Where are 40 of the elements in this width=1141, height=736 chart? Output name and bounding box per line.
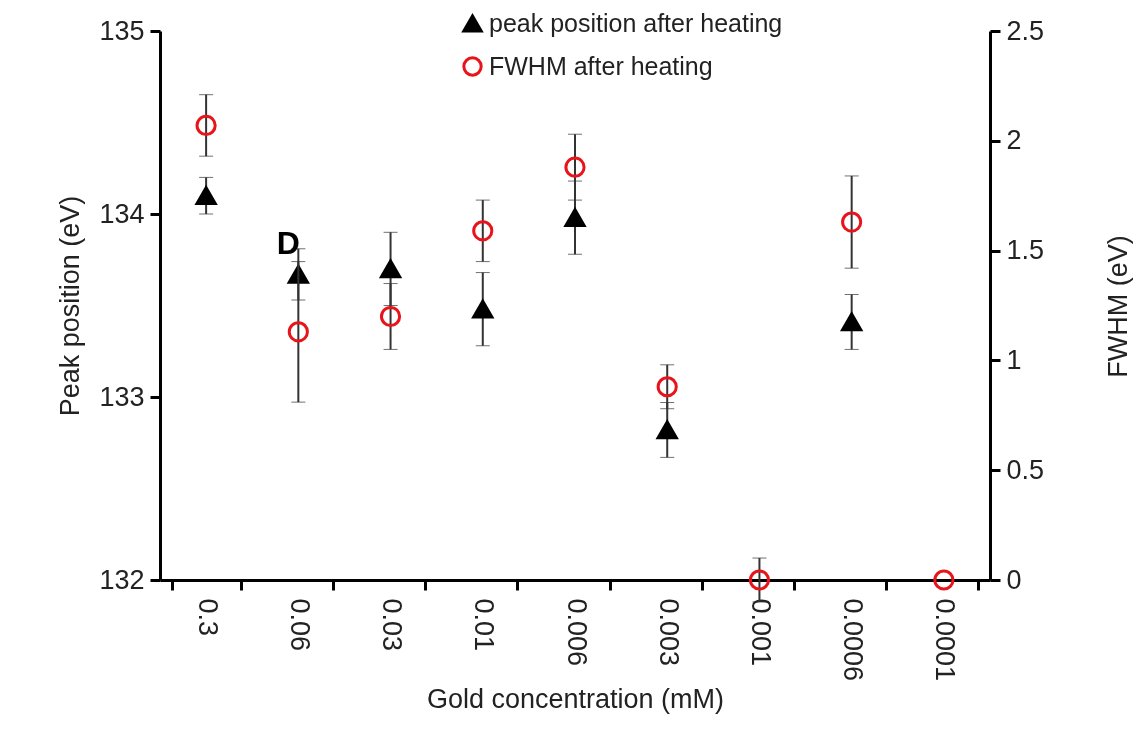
y-tick-label: 132 (99, 564, 145, 595)
point (287, 321, 309, 343)
point (379, 305, 402, 328)
point (748, 569, 771, 591)
x-tick-label: 0.006 (561, 598, 592, 667)
point (564, 208, 586, 228)
x-axis-title: Gold concentration (mM) (426, 684, 725, 715)
y2-tick-label: 2 (1006, 125, 1022, 156)
point (933, 569, 955, 591)
x-tick-label: 0.3 (192, 598, 223, 637)
legend-label: FWHM after heating (489, 51, 713, 80)
point (656, 376, 678, 398)
x-tick-label: 0.06 (284, 598, 315, 652)
point (195, 186, 217, 206)
point (841, 211, 863, 233)
x-tick-label: 0.0006 (838, 598, 869, 682)
x-tick-label: 0.003 (653, 598, 684, 667)
y2-tick-label: 1.5 (1006, 235, 1045, 266)
y2-tick-label: 2.5 (1006, 15, 1045, 46)
point (472, 220, 494, 242)
legend-label: peak position after heating (489, 8, 783, 37)
y-axis-title: Peak position (eV) (55, 195, 86, 417)
point (195, 114, 217, 136)
y-tick-label: 135 (99, 15, 145, 46)
y2-tick-label: 1 (1006, 344, 1022, 375)
x-tick-label: 0.03 (377, 598, 408, 652)
point (564, 156, 586, 178)
point (656, 420, 678, 440)
x-tick-label: 0.001 (745, 598, 776, 667)
y-tick-label: 134 (99, 198, 145, 229)
annotation: D (276, 225, 300, 262)
x-tick-label: 0.01 (469, 598, 500, 652)
point (841, 312, 863, 332)
y2-axis-title: FWHM (eV) (1102, 235, 1133, 378)
y2-tick-label: 0 (1006, 564, 1022, 595)
point (379, 259, 402, 279)
point (472, 299, 494, 319)
y-tick-label: 133 (99, 381, 145, 412)
y2-tick-label: 0.5 (1006, 454, 1045, 485)
x-tick-label: 0.0001 (930, 598, 961, 682)
